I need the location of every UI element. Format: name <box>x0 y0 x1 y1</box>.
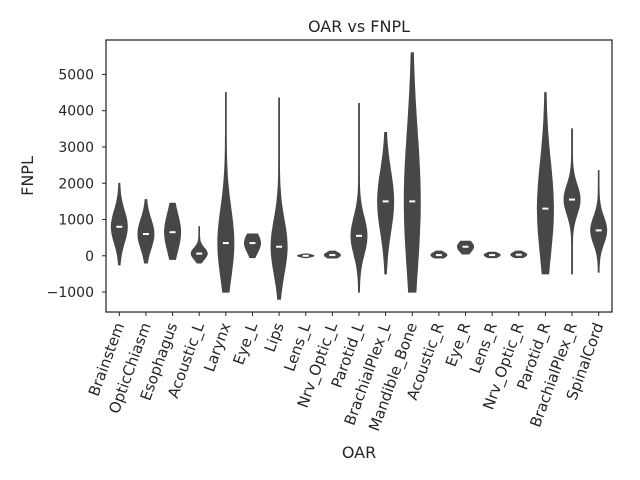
plot-area <box>110 52 608 300</box>
y-tick-label: 3000 <box>58 140 94 156</box>
violin-iqr-box <box>595 223 603 242</box>
violin-brainstem <box>110 182 128 266</box>
violin-nrv-optic-r <box>510 250 528 259</box>
violin-iqr-box <box>568 186 576 207</box>
y-tick-label: 2000 <box>58 176 94 192</box>
x-tick-label: Lips <box>261 320 288 354</box>
violin-brachialplex-l <box>377 132 395 275</box>
y-tick-label: 0 <box>85 249 94 265</box>
violin-iqr-box <box>169 217 177 244</box>
x-axis: BrainstemOpticChiasmEsophagusAcoustic_LL… <box>85 312 607 434</box>
y-axis-label: FNPL <box>18 156 37 196</box>
violin-iqr-box <box>275 215 283 253</box>
violin-iqr-box <box>541 159 549 224</box>
violin-iqr-box <box>355 219 363 245</box>
violin-parotid-r <box>536 92 554 275</box>
violin-lips <box>270 97 288 300</box>
violin-spinalcord <box>590 170 608 273</box>
y-tick-label: −1000 <box>47 285 94 301</box>
y-axis: −1000 0 1000 2000 3000 4000 5000 <box>47 67 106 301</box>
violin-acoustic-r <box>430 250 448 259</box>
y-tick-label: 1000 <box>58 213 94 229</box>
violin-esophagus <box>164 202 182 260</box>
y-tick-label: 4000 <box>58 104 94 120</box>
violin-brachialplex-r <box>563 128 581 275</box>
violin-parotid-l <box>350 103 368 293</box>
violin-eye-l <box>244 233 261 259</box>
y-tick-label: 5000 <box>58 67 94 83</box>
violin-opticchiasm <box>137 199 155 264</box>
chart-title: OAR vs FNPL <box>308 17 410 36</box>
x-axis-label: OAR <box>342 443 376 462</box>
violin-acoustic-l <box>190 226 208 264</box>
violin-nrv-optic-l <box>323 250 341 259</box>
violin-iqr-box <box>115 217 123 240</box>
violin-lens-r <box>483 251 501 259</box>
violin-iqr-box <box>408 141 416 236</box>
violin-larynx <box>217 92 235 293</box>
violin-iqr-box <box>222 199 230 247</box>
violin-lens-l <box>296 253 315 259</box>
violin-eye-r <box>457 240 474 255</box>
violin-mandible-bone <box>403 52 421 293</box>
